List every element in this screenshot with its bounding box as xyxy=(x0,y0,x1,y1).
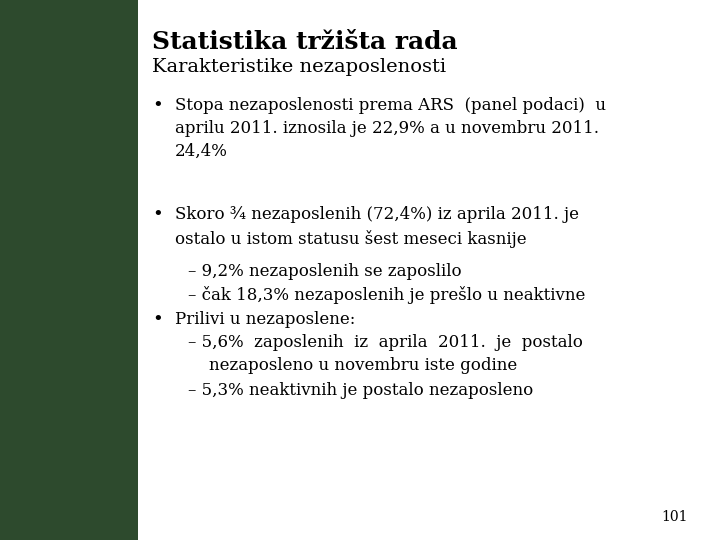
Text: •: • xyxy=(153,97,163,115)
Text: Skoro ¾ nezaposlenih (72,4%) iz aprila 2011. je
ostalo u istom statusu šest mese: Skoro ¾ nezaposlenih (72,4%) iz aprila 2… xyxy=(175,206,579,247)
FancyBboxPatch shape xyxy=(0,0,138,540)
Text: Stopa nezaposlenosti prema ARS  (panel podaci)  u
aprilu 2011. iznosila je 22,9%: Stopa nezaposlenosti prema ARS (panel po… xyxy=(175,97,606,160)
Text: 101: 101 xyxy=(662,510,688,524)
Text: •: • xyxy=(153,206,163,224)
Text: Statistika tržišta rada: Statistika tržišta rada xyxy=(153,30,458,53)
Text: – 5,3% neaktivnih je postalo nezaposleno: – 5,3% neaktivnih je postalo nezaposleno xyxy=(188,382,534,399)
Text: •: • xyxy=(153,310,163,328)
Text: Karakteristike nezaposlenosti: Karakteristike nezaposlenosti xyxy=(153,58,446,76)
Text: – čak 18,3% nezaposlenih je prešlo u neaktivne: – čak 18,3% nezaposlenih je prešlo u nea… xyxy=(188,286,585,304)
Text: Prilivi u nezaposlene:: Prilivi u nezaposlene: xyxy=(175,310,356,327)
Text: – 9,2% nezaposlenih se zaposlilo: – 9,2% nezaposlenih se zaposlilo xyxy=(188,263,462,280)
Text: – 5,6%  zaposlenih  iz  aprila  2011.  je  postalo
    nezaposleno u novembru is: – 5,6% zaposlenih iz aprila 2011. je pos… xyxy=(188,334,582,374)
